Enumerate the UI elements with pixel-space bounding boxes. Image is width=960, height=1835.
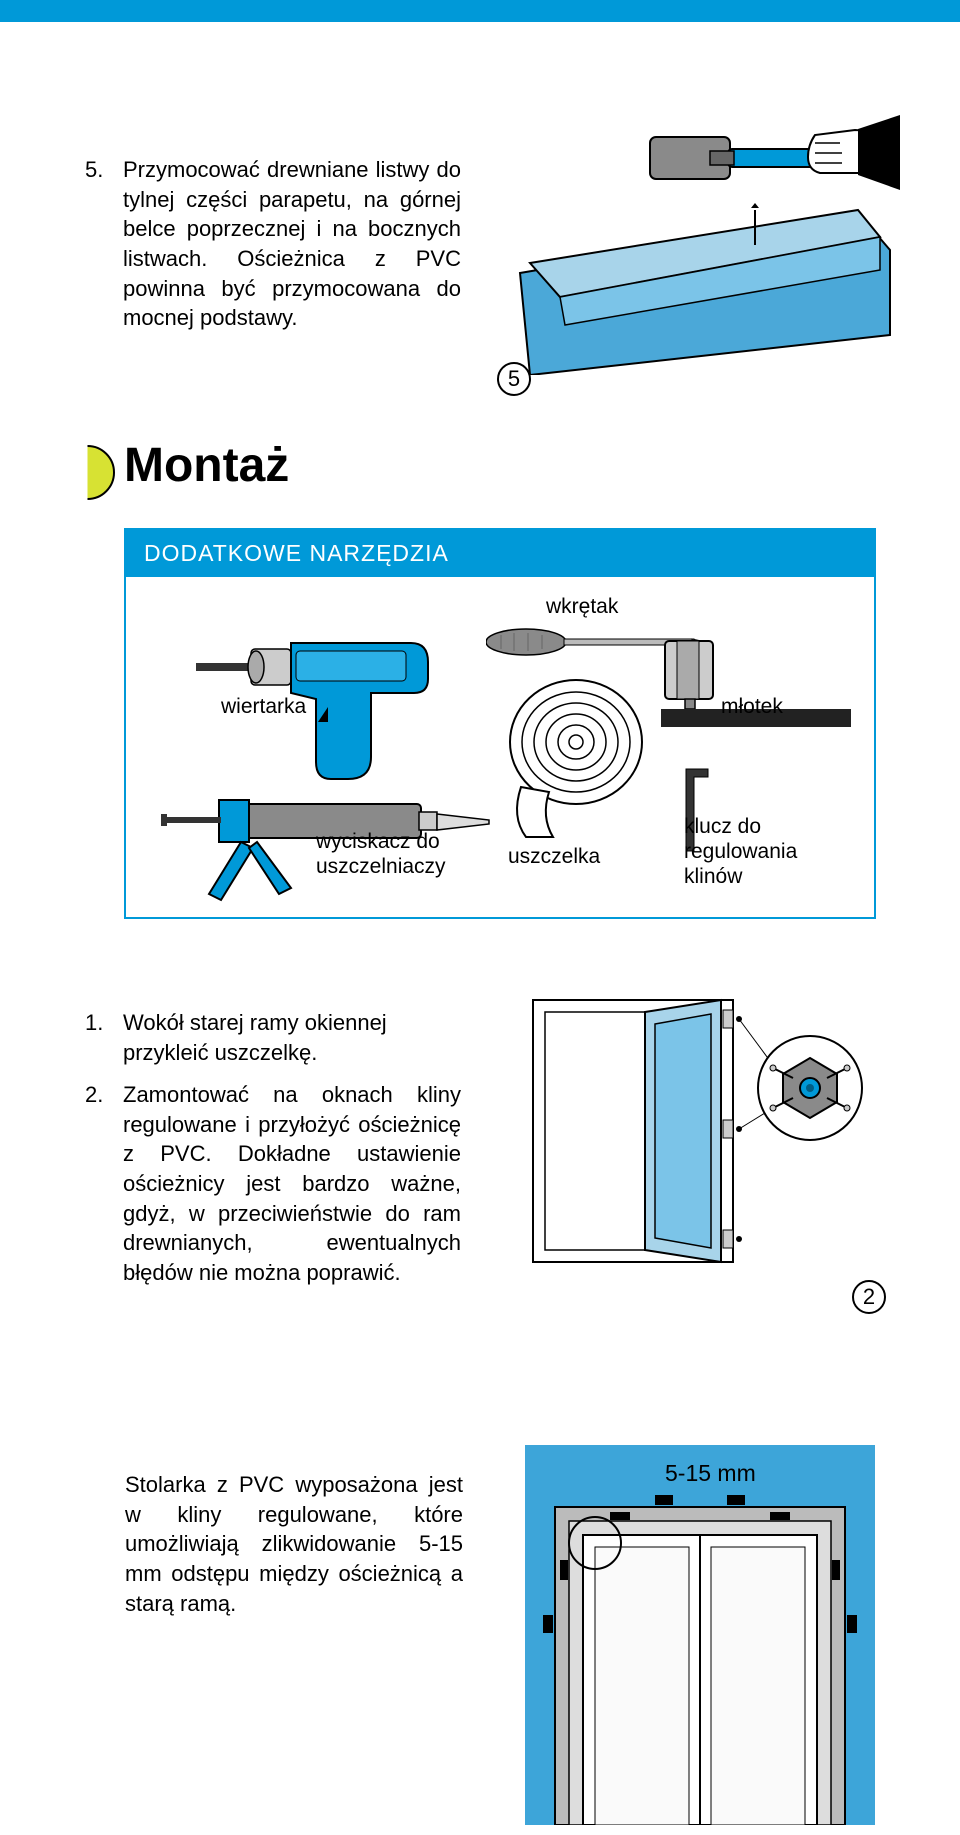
label-caulk-gun: wyciskacz do uszczelniaczy xyxy=(316,829,476,879)
step2-number: 2. xyxy=(85,1080,123,1110)
tools-body: wkrętak wiertarka młotek wyciskacz do us… xyxy=(126,577,874,917)
figure-window-wedge xyxy=(525,990,865,1280)
gap-dimension-text: 5-15 mm xyxy=(665,1460,756,1486)
figure2-number: 2 xyxy=(863,1284,875,1310)
step1-body: Wokół starej ramy okiennej przykleić usz… xyxy=(123,1008,461,1067)
step2-body: Zamontować na oknach kliny regulowane i … xyxy=(123,1080,461,1288)
figure5-number: 5 xyxy=(508,366,520,392)
section-dot-icon xyxy=(60,445,115,500)
figure-hammer-sill xyxy=(510,115,900,375)
step5-number: 5. xyxy=(85,155,123,185)
top-accent-bar xyxy=(0,0,960,22)
step1-number: 1. xyxy=(85,1008,123,1038)
figure5-number-circle: 5 xyxy=(497,362,531,396)
label-screwdriver: wkrętak xyxy=(546,595,618,619)
hammer-icon xyxy=(661,637,851,737)
figure2-number-circle: 2 xyxy=(852,1280,886,1314)
section-title: Montaż xyxy=(124,438,289,493)
step1-block: 1.Wokół starej ramy okiennej przykleić u… xyxy=(85,1008,465,1067)
step2-block: 2.Zamontować na oknach kliny regulowane … xyxy=(85,1080,465,1288)
label-hammer: młotek xyxy=(721,695,783,719)
label-drill: wiertarka xyxy=(221,695,306,719)
page: 5.Przymocować drewniane listwy do tylnej… xyxy=(0,0,960,1835)
tools-panel: DODATKOWE NARZĘDZIA xyxy=(124,528,876,919)
label-gasket: uszczelka xyxy=(508,845,600,869)
tools-header: DODATKOWE NARZĘDZIA xyxy=(126,530,874,577)
figure-gap-frame: 5-15 mm xyxy=(525,1445,875,1825)
step5-block: 5.Przymocować drewniane listwy do tylnej… xyxy=(85,155,465,333)
gasket-coil-icon xyxy=(501,672,651,842)
label-key: klucz do regulowania klinów xyxy=(684,814,834,890)
step5-body: Przymocować drewniane listwy do tylnej c… xyxy=(123,155,461,333)
stolarka-paragraph: Stolarka z PVC wyposażona jest w kliny r… xyxy=(125,1470,463,1618)
